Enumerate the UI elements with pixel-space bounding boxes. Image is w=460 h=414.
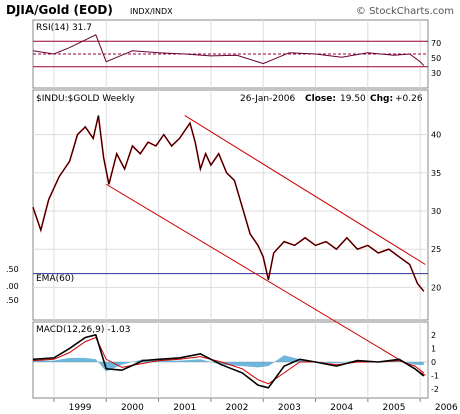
price-tick-40: 40 — [431, 131, 441, 140]
macd-tick-0: 2 — [431, 331, 436, 340]
chg-value: +0.26 — [395, 94, 423, 104]
price-tick-35: 35 — [431, 169, 441, 178]
x-tick-label-2006: 2006 — [435, 403, 458, 413]
rsi-tick-70: 70 — [431, 39, 441, 48]
macd-line — [32, 333, 425, 389]
close-value: 19.50 — [340, 94, 366, 104]
rsi-line — [32, 34, 425, 67]
chart-title: DJIA/Gold (EOD) — [6, 3, 113, 17]
left-tick-2: .00 — [6, 282, 19, 291]
price-series-layer — [32, 115, 428, 376]
x-axis: 1999 2000 2001 2002 2003 2004 2005 2006 — [53, 398, 458, 413]
rsi-tick-30: 30 — [431, 69, 441, 78]
macd-axis-ticks: 2 1 0 -1 -2 — [431, 331, 439, 394]
trendline-1 — [184, 115, 426, 265]
price-tick-25: 25 — [431, 245, 441, 254]
left-tick-1: .50 — [6, 265, 19, 274]
price-axis-ticks: 40 35 30 25 20 — [33, 131, 441, 292]
price-line — [32, 115, 425, 292]
trendline-0 — [105, 183, 426, 376]
macd-tick-3: -1 — [431, 372, 439, 381]
macd-series-layer — [32, 333, 428, 389]
price-date: 26-Jan-2006 — [240, 94, 296, 104]
x-tick-label-2005: 2005 — [383, 403, 406, 413]
macd-panel-frame — [32, 321, 429, 399]
chart-subtitle: INDX/INDX — [130, 7, 173, 16]
x-tick-label-2002: 2002 — [226, 403, 249, 413]
macd-label: MACD(12,26,9) -1.03 — [36, 325, 131, 335]
rsi-tick-50: 50 — [431, 54, 441, 63]
watermark: © StockCharts.com — [356, 6, 454, 17]
x-tick-label-2004: 2004 — [330, 403, 353, 413]
rsi-label: RSI(14) 31.7 — [36, 23, 92, 33]
rsi-series-layer — [32, 34, 428, 68]
macd-histogram — [33, 355, 424, 372]
x-tick-label-2003: 2003 — [278, 403, 301, 413]
chg-label: Chg: — [370, 94, 393, 104]
price-tick-20: 20 — [431, 283, 441, 292]
price-tick-30: 30 — [431, 207, 441, 216]
macd-signal-line — [32, 336, 425, 385]
macd-tick-4: -2 — [431, 385, 439, 394]
left-tick-3: .50 — [6, 296, 19, 305]
macd-tick-2: 0 — [431, 358, 436, 367]
x-tick-label-2001: 2001 — [173, 403, 196, 413]
price-label: $INDU:$GOLD Weekly — [36, 94, 135, 104]
macd-tick-1: 1 — [431, 344, 436, 353]
close-label: Close: — [305, 94, 336, 104]
x-tick-label-1999: 1999 — [69, 403, 92, 413]
price-panel-frame — [32, 89, 429, 321]
ema-label: EMA(60) — [36, 274, 74, 284]
x-tick-label-2000: 2000 — [121, 403, 144, 413]
grid-lines — [53, 20, 421, 398]
